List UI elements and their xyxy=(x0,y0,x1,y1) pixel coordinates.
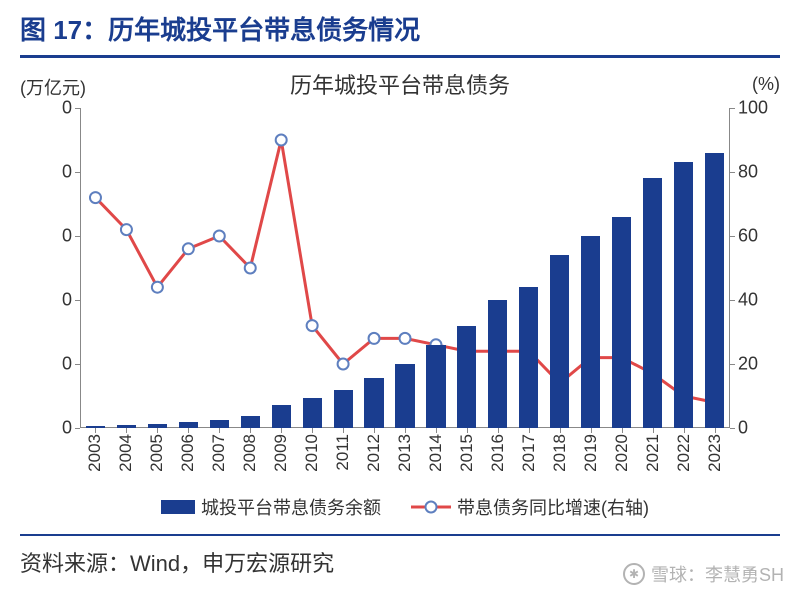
bar xyxy=(488,300,507,428)
line-marker xyxy=(121,224,132,235)
line-marker xyxy=(369,333,380,344)
bar xyxy=(643,178,662,428)
line-marker xyxy=(152,282,163,293)
y-tick-right: 100 xyxy=(738,98,768,119)
y-tick-left: 0 xyxy=(62,354,72,375)
x-tick: 2018 xyxy=(550,434,570,472)
bar xyxy=(179,422,198,428)
x-tick: 2009 xyxy=(271,434,291,472)
chart-container: 历年城投平台带息债务 (万亿元) (%) 0000000204060801002… xyxy=(20,68,780,528)
x-tick: 2004 xyxy=(116,434,136,472)
legend-bar-label: 城投平台带息债务余额 xyxy=(201,494,381,520)
title-underline xyxy=(20,55,780,58)
line-marker xyxy=(90,192,101,203)
legend-line-label: 带息债务同比增速(右轴) xyxy=(457,494,649,520)
x-tick: 2023 xyxy=(705,434,725,472)
bar xyxy=(86,426,105,428)
y-tick-right: 20 xyxy=(738,354,758,375)
legend: 城投平台带息债务余额 带息债务同比增速(右轴) xyxy=(80,494,730,520)
bar xyxy=(705,153,724,428)
plot-area: 0000000204060801002003200420052006200720… xyxy=(80,108,730,428)
figure-title: 图 17：历年城投平台带息债务情况 xyxy=(0,0,800,55)
bar xyxy=(550,255,569,428)
y-axis-right-line xyxy=(729,108,730,428)
x-tick: 2007 xyxy=(209,434,229,472)
x-tick: 2015 xyxy=(457,434,477,472)
line-marker xyxy=(338,359,349,370)
x-tick: 2019 xyxy=(581,434,601,472)
x-tick: 2003 xyxy=(85,434,105,472)
y-tick-left: 0 xyxy=(62,418,72,439)
bar xyxy=(117,425,136,428)
right-axis-label: (%) xyxy=(752,74,780,95)
snowball-icon: ✱ xyxy=(623,563,645,585)
y-tick-left: 0 xyxy=(62,98,72,119)
x-tick: 2006 xyxy=(178,434,198,472)
x-tick: 2016 xyxy=(488,434,508,472)
bar xyxy=(426,345,445,428)
left-axis-label: (万亿元) xyxy=(20,74,86,100)
x-tick: 2008 xyxy=(240,434,260,472)
line-marker xyxy=(245,263,256,274)
bar xyxy=(148,424,167,428)
bar xyxy=(519,287,538,428)
bar xyxy=(334,390,353,428)
legend-bar-swatch xyxy=(161,500,195,514)
x-tick: 2011 xyxy=(333,434,353,471)
x-tick: 2017 xyxy=(519,434,539,472)
bar xyxy=(303,398,322,428)
x-tick: 2021 xyxy=(643,434,663,472)
chart-title: 历年城投平台带息债务 xyxy=(20,68,780,100)
bar xyxy=(395,364,414,428)
y-tick-left: 0 xyxy=(62,290,72,311)
bar xyxy=(581,236,600,428)
legend-line-swatch xyxy=(411,499,451,515)
y-tick-right: 40 xyxy=(738,290,758,311)
bar xyxy=(272,405,291,428)
line-marker xyxy=(276,135,287,146)
legend-item-line: 带息债务同比增速(右轴) xyxy=(411,494,649,520)
y-axis-left-line xyxy=(80,108,81,428)
x-tick: 2010 xyxy=(302,434,322,472)
x-tick: 2022 xyxy=(674,434,694,472)
legend-item-bars: 城投平台带息债务余额 xyxy=(161,494,381,520)
watermark: ✱ 雪球：李慧勇SH xyxy=(623,561,784,587)
bar xyxy=(210,420,229,428)
x-tick: 2012 xyxy=(364,434,384,472)
x-tick: 2014 xyxy=(426,434,446,472)
line-marker xyxy=(400,333,411,344)
bar xyxy=(612,217,631,428)
line-marker xyxy=(214,231,225,242)
line-marker xyxy=(307,320,318,331)
y-tick-right: 80 xyxy=(738,162,758,183)
y-tick-right: 0 xyxy=(738,418,748,439)
bar xyxy=(241,416,260,428)
bar xyxy=(364,378,383,428)
watermark-text: 雪球：李慧勇SH xyxy=(651,561,784,587)
y-tick-left: 0 xyxy=(62,162,72,183)
x-tick: 2020 xyxy=(612,434,632,472)
y-tick-left: 0 xyxy=(62,226,72,247)
y-tick-right: 60 xyxy=(738,226,758,247)
x-tick: 2005 xyxy=(147,434,167,472)
x-tick: 2013 xyxy=(395,434,415,472)
bar xyxy=(674,162,693,428)
bar xyxy=(457,326,476,428)
line-marker xyxy=(183,243,194,254)
